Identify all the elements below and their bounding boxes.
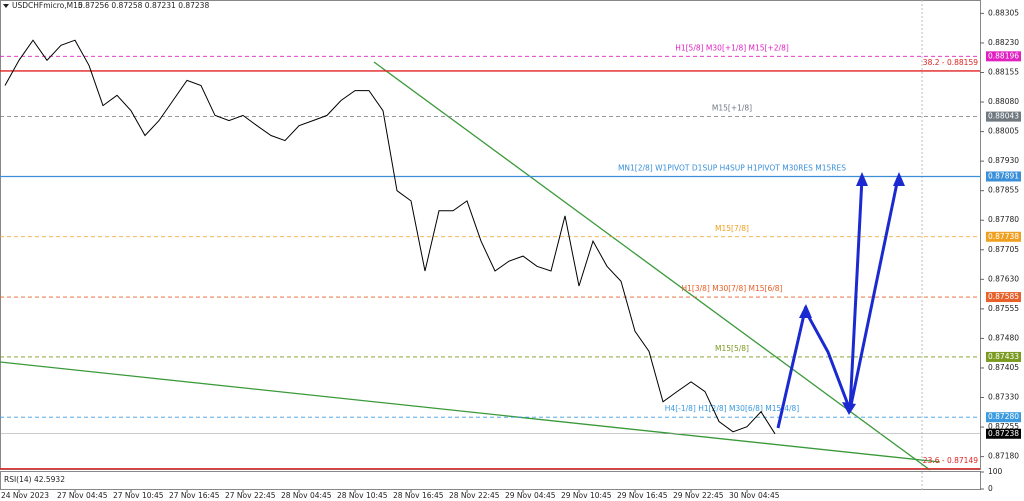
- trendline: [0, 361, 941, 463]
- level-label: M15[+1/8]: [712, 104, 752, 113]
- x-tick-label: 27 Nov 16:45: [169, 491, 220, 500]
- price-tag: [986, 231, 1021, 242]
- y-tick-label: 0.87780: [988, 215, 1019, 224]
- price-tag-label: 0.88043: [988, 112, 1019, 121]
- x-tick-label: 27 Nov 10:45: [113, 491, 164, 500]
- y-tick-label: 0.88005: [988, 127, 1019, 136]
- arrow-head: [856, 172, 868, 186]
- y-tick-label: 0.88155: [988, 67, 1019, 76]
- price-tag-label: 0.87433: [988, 352, 1019, 361]
- arrow: [848, 177, 900, 411]
- arrow-head: [799, 304, 812, 318]
- y-tick-label: 0.87255: [988, 422, 1019, 431]
- forecast-arrows: [776, 177, 900, 429]
- price-tag-label: 0.87738: [988, 232, 1019, 241]
- y-tick-label: 0.87180: [988, 452, 1019, 461]
- x-tick-label: 29 Nov 04:45: [505, 491, 556, 500]
- level-label: MN1[2/8] W1PIVOT D1SUP H4SUP H1PIVOT M30…: [618, 163, 846, 172]
- level-label: M15[7/8]: [715, 224, 749, 233]
- x-tick-label: 27 Nov 04:45: [57, 491, 108, 500]
- level-label: H1[3/8] M30[7/8] M15[6/8]: [682, 284, 783, 293]
- price-tag: [986, 171, 1021, 182]
- arrow-head: [893, 172, 905, 186]
- price-tag-label: 0.87280: [988, 412, 1019, 421]
- price-tag-label: 0.87891: [988, 171, 1019, 180]
- price-tag-label: 0.87238: [988, 429, 1019, 438]
- level-label: 38.2 - 0.88159: [923, 58, 978, 67]
- x-tick-label: 29 Nov 16:45: [617, 491, 668, 500]
- y-tick-label: 0.87555: [988, 304, 1019, 313]
- symbol: USDCHFmicro,M15: [12, 1, 83, 10]
- y-tick-label: 0.88080: [988, 97, 1019, 106]
- y-tick-label: 0.87930: [988, 156, 1019, 165]
- x-tick-label: 29 Nov 10:45: [561, 491, 612, 500]
- price-tag: [986, 412, 1021, 423]
- y-tick-label: 0.87330: [988, 393, 1019, 402]
- x-tick-label: 29 Nov 22:45: [673, 491, 724, 500]
- arrow-head: [842, 402, 856, 415]
- level-label: H1[5/8] M30[+1/8] M15[+2/8]: [675, 43, 789, 52]
- x-tick-label: 24 Nov 2023: [1, 491, 49, 500]
- price-tag-label: 0.87585: [988, 292, 1019, 301]
- y-tick-label: 0.88305: [988, 8, 1019, 17]
- y-tick-label: 0.87480: [988, 333, 1019, 342]
- y-tick-label: 0.87705: [988, 245, 1019, 254]
- plot-frame: [0, 0, 981, 470]
- price-tag: [986, 351, 1021, 362]
- rsi-tick-label: 100: [988, 467, 1003, 476]
- x-tick-label: 28 Nov 16:45: [393, 491, 444, 500]
- levels: H1[5/8] M30[+1/8] M15[+2/8] 0.88196 38.2 -…: [0, 43, 1021, 470]
- price-tag: [986, 292, 1021, 303]
- x-tick-label: 28 Nov 22:45: [449, 491, 500, 500]
- level-label: M15[5/8]: [715, 344, 749, 353]
- level-label: H4[-1/8] H1[2/8] M30[6/8] M15[4/8]: [665, 404, 799, 413]
- rsi-frame: [0, 471, 981, 490]
- rsi-label: RSI(14) 42.5932: [4, 475, 65, 484]
- price-tag: [986, 111, 1021, 122]
- y-tick-label: 0.87405: [988, 363, 1019, 372]
- menu-icon: [3, 4, 9, 8]
- rsi-tick-label: 0: [988, 484, 993, 493]
- x-tick-label: 30 Nov 04:45: [729, 491, 780, 500]
- trendline: [373, 61, 931, 471]
- y-tick-label: 0.87630: [988, 274, 1019, 283]
- x-tick-label: 28 Nov 04:45: [281, 491, 332, 500]
- y-tick-label: 0.88230: [988, 38, 1019, 47]
- price-tag: [986, 428, 1021, 439]
- x-tick-label: 27 Nov 22:45: [225, 491, 276, 500]
- arrow-heads: [799, 172, 905, 415]
- x-tick-label: 28 Nov 10:45: [337, 491, 388, 500]
- arrow: [776, 177, 864, 429]
- price-tag-label: 0.88196: [988, 51, 1019, 60]
- ohlc: 0.87256 0.87258 0.87231 0.87238: [78, 1, 209, 10]
- plot: [4, 39, 776, 435]
- price-line: [4, 39, 776, 435]
- level-label: 23.6 - 0.87149: [923, 456, 978, 465]
- price-tag: [986, 51, 1021, 62]
- y-tick-label: 0.87855: [988, 186, 1019, 195]
